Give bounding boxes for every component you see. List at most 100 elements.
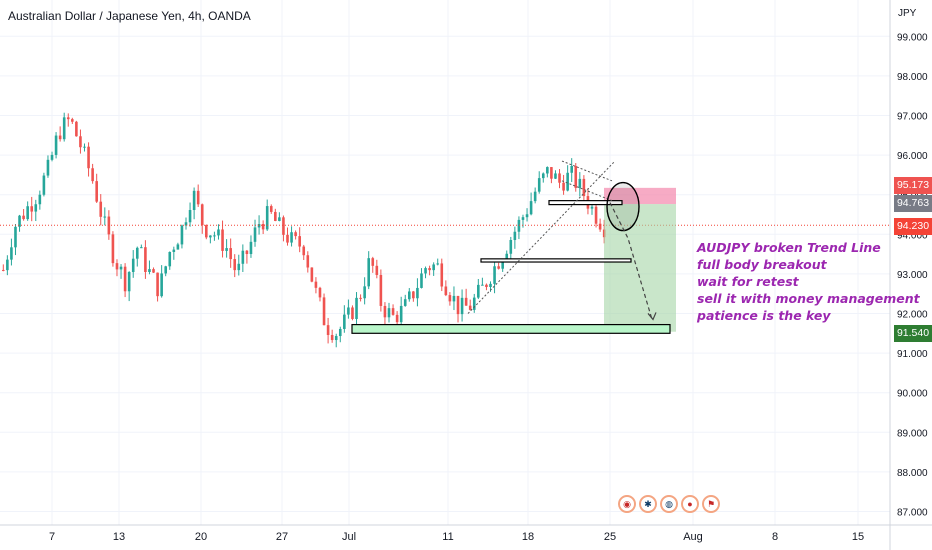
candle-body [79,136,82,148]
price-grid [0,0,890,525]
candle-body [399,305,403,323]
candle-body [428,268,431,271]
x-tick-label: Jul [342,531,356,543]
candle-body [472,297,476,310]
candle-body [6,259,9,271]
candle-body [424,268,427,274]
candle-body [521,217,525,220]
flag-icon[interactable]: ⚑ [702,495,720,513]
candle-body [245,250,249,255]
candle-body [2,269,5,271]
candle-body [221,229,224,251]
candle-body [205,225,208,238]
trade-annotation: AUDJPY broken Trend Line full body break… [697,239,920,324]
candle-body [582,178,586,197]
candle-body [408,291,411,300]
candle-body [322,297,326,326]
candle-body [87,146,90,169]
candle-body [334,336,338,341]
candle-body [34,204,38,212]
globe-icon[interactable]: ● [681,495,699,513]
y-tick-label: 93.000 [897,270,928,281]
candle-body [274,211,277,221]
candle-body [310,267,314,282]
y-tick-label: 90.000 [897,389,928,400]
x-tick-label: 20 [195,531,207,543]
candle-body [229,248,232,260]
candle-body [278,217,281,221]
candle-body [501,260,504,269]
candle-body [554,173,557,179]
event-icons[interactable]: ◉ ✱ ◍ ● ⚑ [618,495,720,513]
resistance-zone-top [548,200,623,206]
target-icon[interactable]: ✱ [639,495,657,513]
candle-body [172,249,176,252]
candle-body [62,117,66,140]
candle-body [144,247,147,273]
candle-body [209,235,212,238]
candle-body [598,223,602,230]
candle-body [123,266,127,292]
candle-body [395,314,399,323]
candle-body [379,274,383,306]
candle-body [314,281,318,288]
candle-body [14,226,17,248]
candle-body [282,217,285,235]
candle-body [91,168,94,182]
candle-body [184,222,188,226]
candle-body [30,206,34,212]
trend-line-lower [561,180,613,202]
candle-body [83,146,86,148]
candle-body [493,266,496,284]
candle-body [326,325,330,335]
target-price-badge: 91.540 [894,325,932,342]
candle-body [237,263,241,271]
y-tick-label: 87.000 [897,508,928,519]
annotation-line: wait for retest [697,274,799,289]
candle-body [509,240,513,254]
candle-body [452,295,456,302]
take-profit-zone [604,204,676,332]
x-tick-label: 15 [852,531,864,543]
candle-body [456,295,460,315]
candle-body [529,201,533,215]
candle-body [367,258,370,287]
candle-body [558,173,561,183]
candles [2,112,606,348]
candle-body [135,247,139,259]
candle-body [391,308,395,315]
candle-body [477,284,480,298]
candle-body [432,264,435,271]
candle-body [95,181,98,202]
candle-body [26,206,29,220]
currency-label: JPY [898,8,917,19]
candle-body [436,263,440,265]
candle-body [213,235,216,237]
candle-body [497,266,500,269]
x-tick-label: 27 [276,531,288,543]
candle-body [298,236,301,247]
candle-body [448,295,452,302]
candle-body [533,191,537,202]
candle-body [99,201,103,217]
trade-drawings[interactable] [0,160,890,334]
candle-body [578,178,582,188]
candle-body [50,154,54,160]
candle-body [302,246,306,256]
annotation-line: patience is the key [697,308,831,323]
candle-body [294,232,297,237]
candle-body [253,227,257,242]
chart-title: Australian Dollar / Japanese Yen, 4h, OA… [8,9,251,23]
candle-body [306,255,310,268]
candle-body [513,231,517,241]
candle-body [517,219,521,232]
candle-body [387,308,391,318]
x-tick-label: 11 [442,531,453,543]
annotation-line: AUDJPY broken Trend Line [697,240,881,255]
candle-body [196,190,200,205]
globe-icon[interactable]: ◍ [660,495,678,513]
candle-body [10,247,13,260]
candle-body [103,216,107,218]
signal-icon[interactable]: ◉ [618,495,636,513]
